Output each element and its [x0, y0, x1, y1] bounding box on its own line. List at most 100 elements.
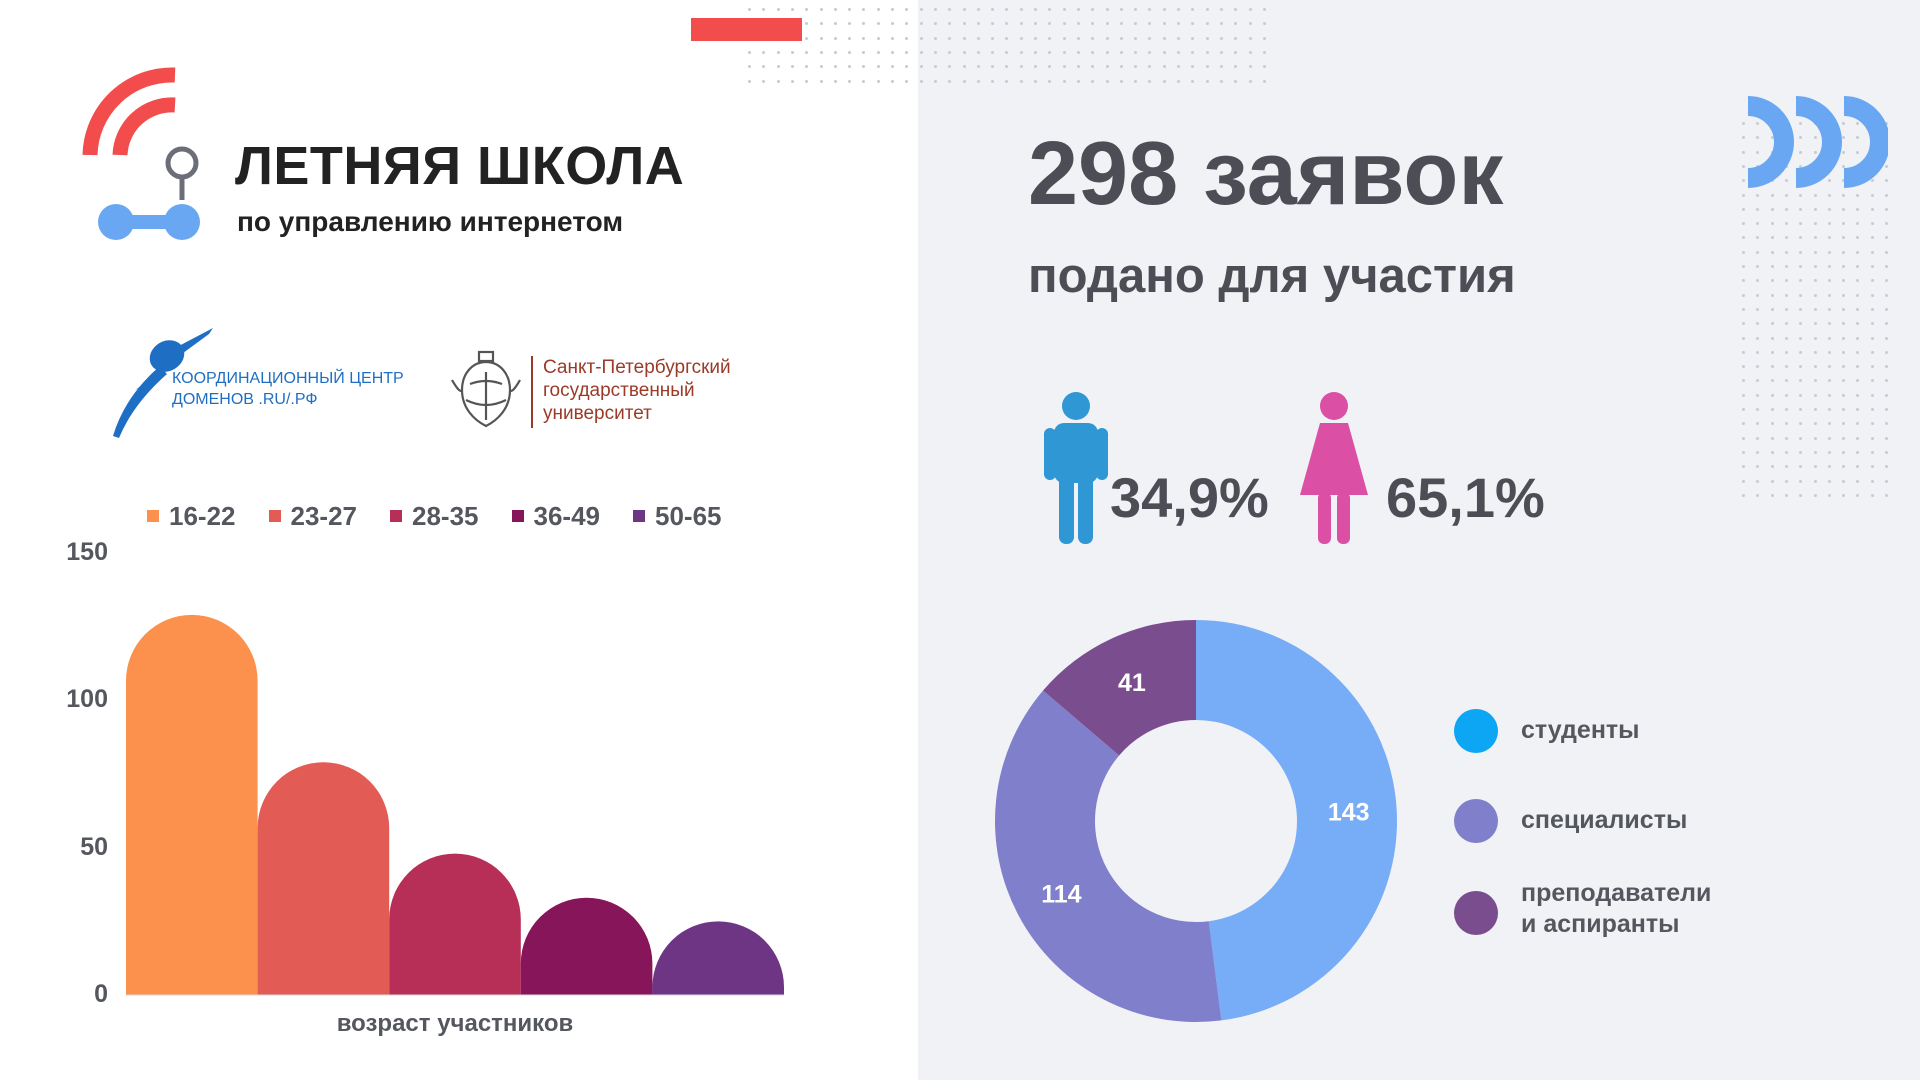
dot — [1856, 150, 1860, 154]
dot — [1799, 493, 1803, 497]
dot — [1062, 65, 1066, 69]
dot — [1742, 422, 1745, 426]
dot — [1062, 79, 1066, 83]
dot — [1799, 279, 1803, 283]
dot — [1856, 307, 1860, 311]
dot — [948, 50, 952, 54]
dot — [1770, 493, 1774, 497]
dot — [1742, 465, 1745, 469]
dot — [1019, 36, 1023, 40]
dot — [1885, 365, 1888, 369]
dot — [891, 22, 894, 26]
dot — [1870, 422, 1874, 426]
dot — [1856, 450, 1860, 454]
dot — [776, 79, 780, 83]
dot — [1784, 493, 1788, 497]
legend-item: 23-27 — [268, 500, 357, 532]
dot — [819, 50, 823, 54]
dot — [1119, 36, 1123, 40]
dot — [1827, 450, 1831, 454]
dot — [833, 65, 837, 69]
dot — [1827, 379, 1831, 383]
dot — [1870, 350, 1874, 354]
dot — [948, 36, 952, 40]
dot — [748, 50, 751, 54]
dot — [1827, 322, 1831, 326]
dot — [1770, 393, 1774, 397]
dot — [1756, 322, 1760, 326]
dot — [991, 8, 995, 11]
dot — [1827, 193, 1831, 197]
dot — [762, 65, 766, 69]
dot — [919, 36, 923, 40]
dot — [862, 50, 866, 54]
dot — [1048, 65, 1052, 69]
dot — [1885, 236, 1888, 240]
dot — [1091, 22, 1095, 26]
dot — [1856, 422, 1860, 426]
dot — [948, 79, 952, 83]
dot — [1813, 222, 1817, 226]
dot — [1134, 8, 1138, 11]
dot — [1105, 22, 1109, 26]
dot — [962, 36, 966, 40]
dot — [1799, 465, 1803, 469]
dot — [1262, 36, 1266, 40]
dot — [1784, 293, 1788, 297]
dot — [1885, 408, 1888, 411]
dot — [1842, 164, 1846, 168]
dot — [905, 79, 909, 83]
dot — [876, 65, 880, 69]
dot — [1770, 465, 1774, 469]
dot — [1770, 479, 1774, 483]
dot — [1784, 450, 1788, 454]
dot — [1827, 207, 1831, 211]
dot — [1799, 436, 1803, 440]
dot — [905, 50, 909, 54]
donut-slice — [1043, 620, 1196, 756]
dot — [1191, 36, 1195, 40]
dot — [1756, 393, 1760, 397]
spbu-name: Санкт-Петербургский государственный унив… — [543, 356, 731, 425]
dot — [1885, 164, 1888, 168]
dot — [1842, 365, 1846, 369]
dot — [748, 79, 751, 83]
dot — [1813, 150, 1817, 154]
dot — [933, 79, 937, 83]
dot — [1742, 207, 1745, 211]
dot — [790, 79, 794, 83]
dot — [1248, 50, 1252, 54]
dot — [1856, 279, 1860, 283]
dot — [1870, 365, 1874, 369]
dot — [1856, 350, 1860, 354]
dot — [805, 36, 809, 40]
dot — [776, 65, 780, 69]
dot — [1756, 465, 1760, 469]
dot — [1770, 279, 1774, 283]
dot — [1756, 350, 1760, 354]
dot — [1005, 22, 1009, 26]
dot — [1105, 50, 1109, 54]
dot — [891, 79, 894, 83]
dot — [1770, 408, 1774, 411]
dot — [1076, 79, 1080, 83]
dot — [1813, 450, 1817, 454]
dot — [1076, 36, 1080, 40]
dot — [1742, 479, 1745, 483]
dot — [1885, 422, 1888, 426]
dot — [876, 8, 880, 11]
dot — [1119, 65, 1123, 69]
dot — [1191, 8, 1195, 11]
dot — [1842, 379, 1846, 383]
dot — [1756, 307, 1760, 311]
dot — [919, 22, 923, 26]
dot — [1205, 65, 1209, 69]
dot — [1784, 179, 1788, 183]
dot — [1784, 436, 1788, 440]
dot — [805, 22, 809, 26]
dot — [1105, 65, 1109, 69]
dot — [848, 8, 852, 11]
dot — [1885, 379, 1888, 383]
dot — [1799, 350, 1803, 354]
dot — [1842, 493, 1846, 497]
